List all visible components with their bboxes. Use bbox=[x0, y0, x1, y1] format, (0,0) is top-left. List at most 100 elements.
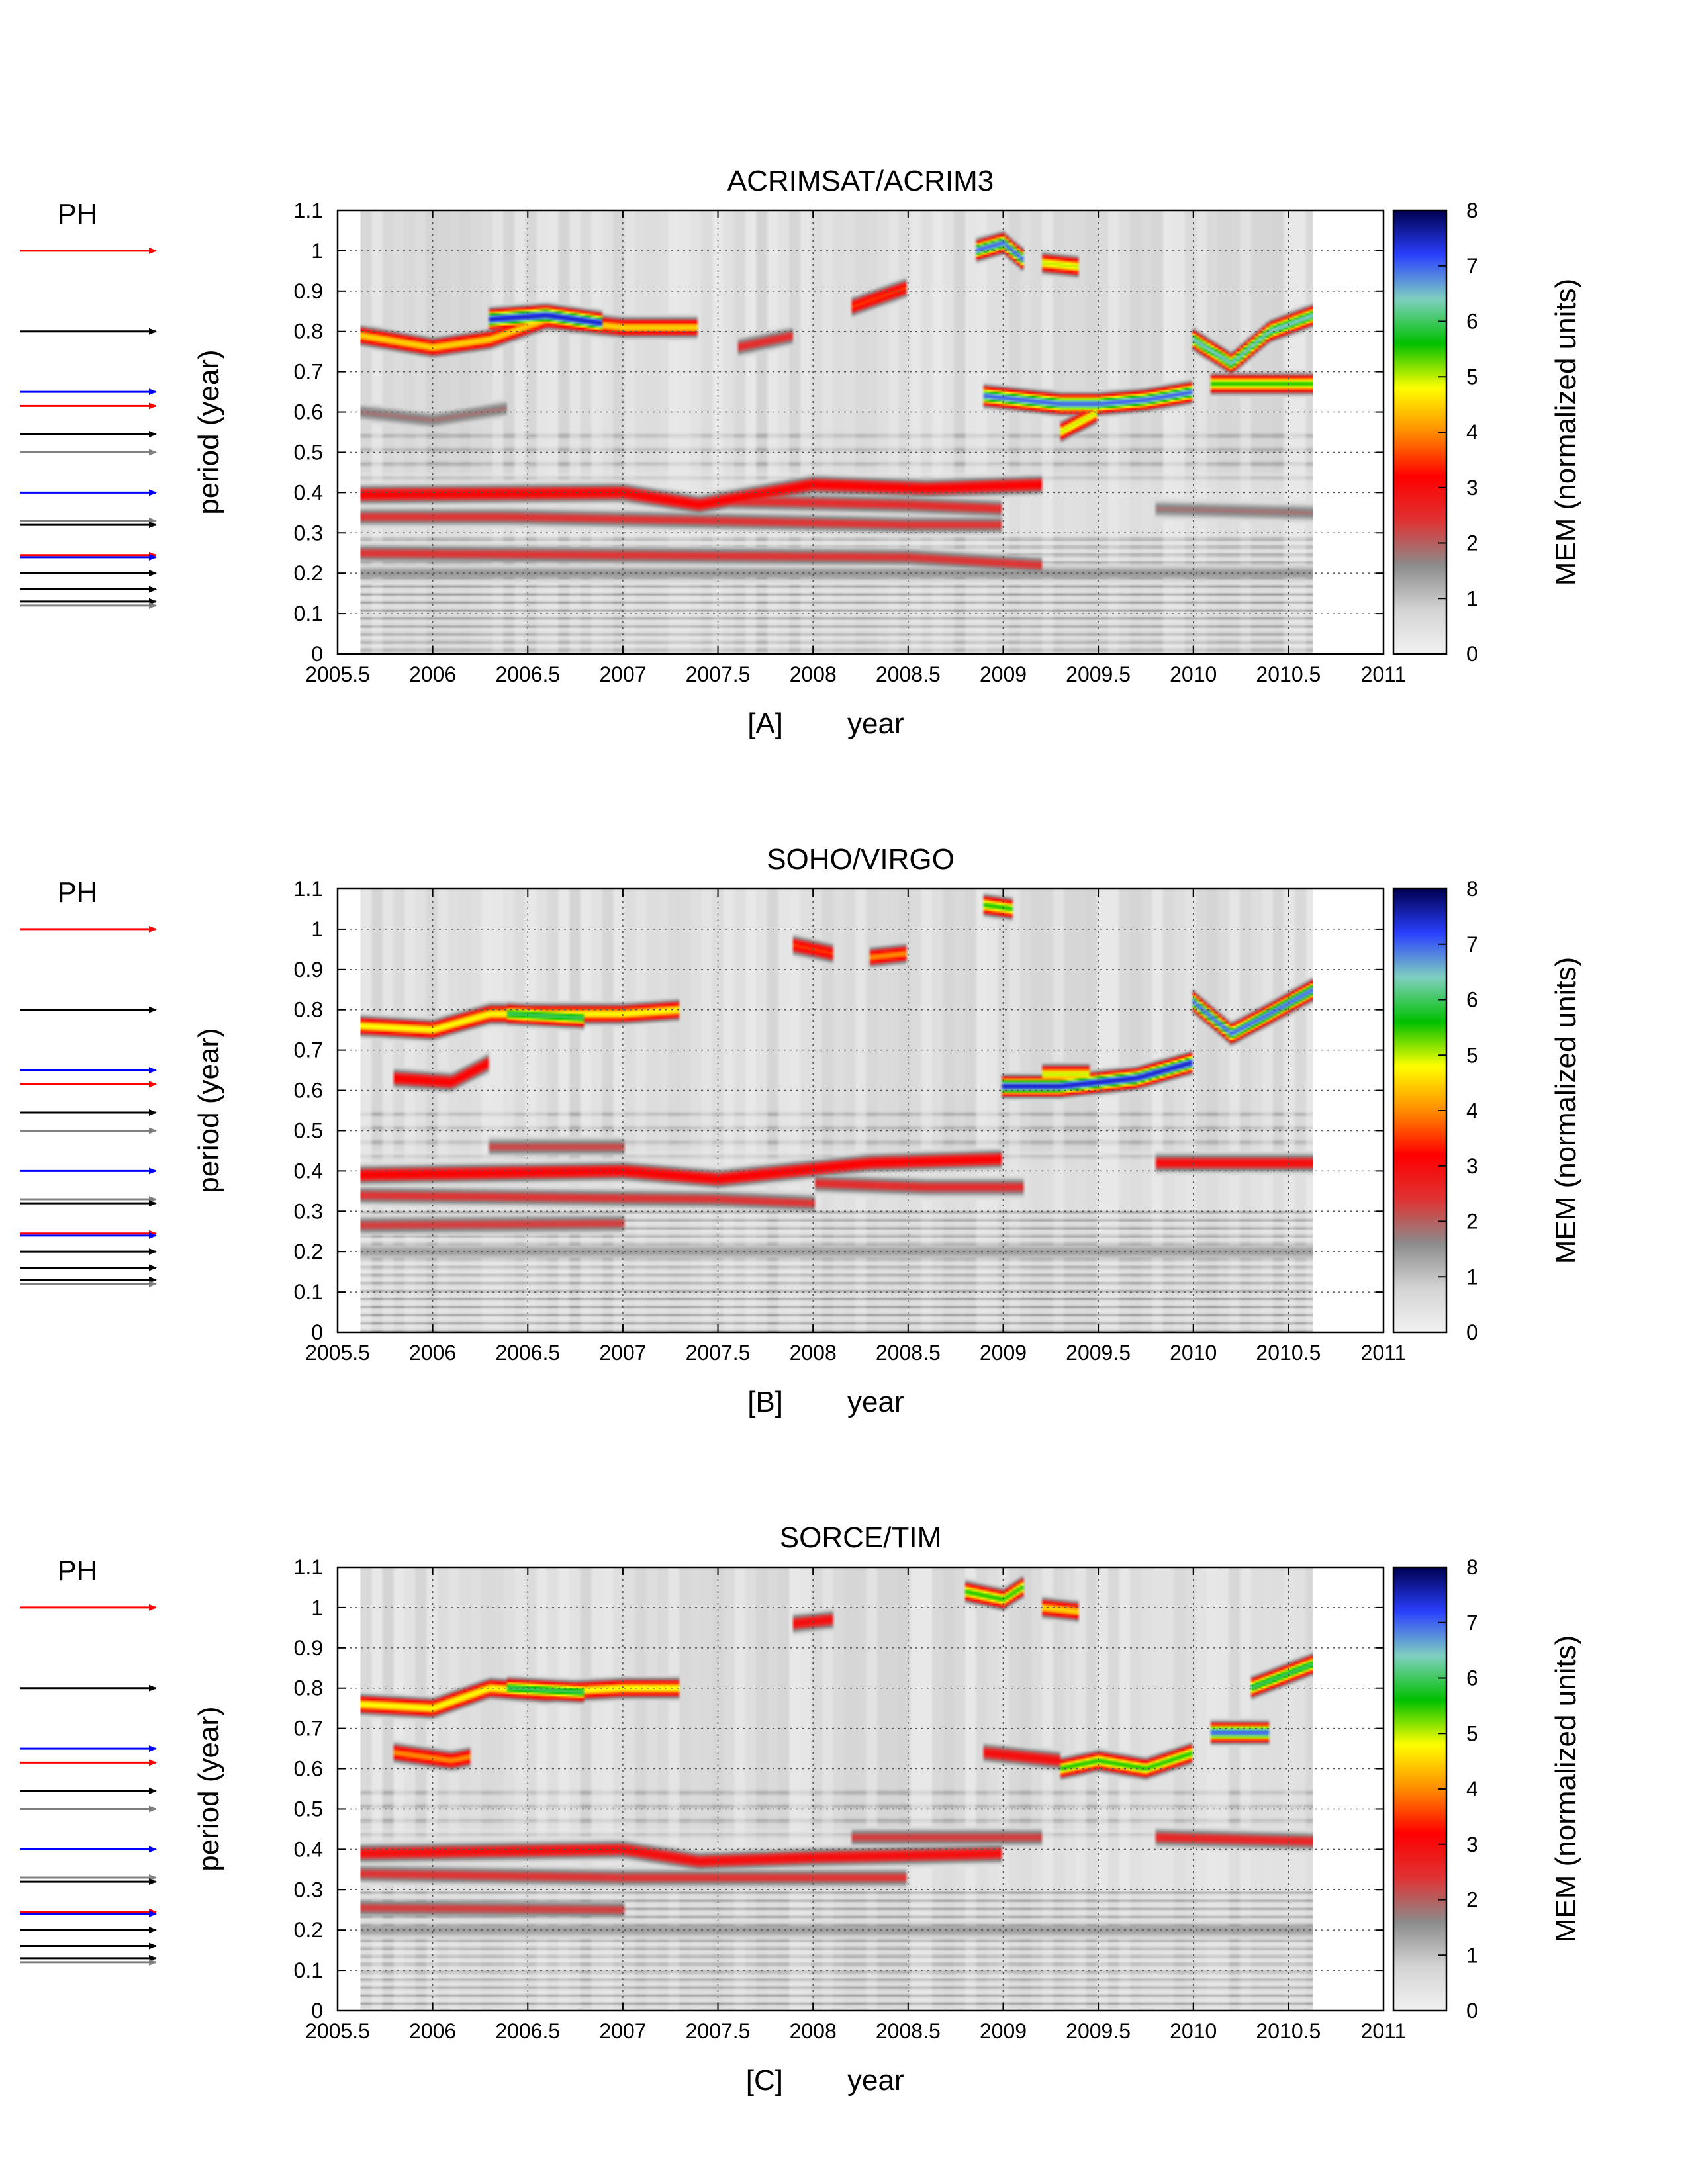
x-axis-label: year bbox=[847, 1386, 904, 1418]
colorbar-tick-label: 6 bbox=[1466, 1666, 1478, 1690]
x-tick-label: 2008 bbox=[790, 1341, 837, 1365]
colorbar-tick-label: 2 bbox=[1466, 531, 1478, 555]
heatmap bbox=[360, 210, 1313, 654]
colorbar-tick-label: 8 bbox=[1466, 199, 1478, 222]
colorbar bbox=[1393, 210, 1446, 654]
x-tick-label: 2006 bbox=[409, 2019, 456, 2043]
chart-title: SOHO/VIRGO bbox=[767, 843, 955, 876]
colorbar-tick-label: 5 bbox=[1466, 1721, 1478, 1745]
y-tick-label: 0.8 bbox=[294, 1676, 323, 1700]
colorbar-tick-label: 0 bbox=[1466, 1999, 1478, 2023]
x-tick-label: 2008.5 bbox=[876, 2019, 941, 2043]
y-tick-label: 1.1 bbox=[294, 1555, 323, 1579]
grid bbox=[338, 210, 1383, 654]
colorbar-tick-label: 1 bbox=[1466, 1943, 1478, 1967]
x-tick-label: 2008 bbox=[790, 2019, 837, 2043]
x-tick-label: 2009.5 bbox=[1066, 662, 1131, 686]
y-tick-label: 0.4 bbox=[294, 480, 323, 504]
x-tick-label: 2006.5 bbox=[495, 2019, 560, 2043]
y-tick-label: 0.9 bbox=[294, 279, 323, 303]
colorbar-tick-label: 7 bbox=[1466, 254, 1478, 278]
colorbar-tick-label: 6 bbox=[1466, 310, 1478, 334]
y-tick-label: 0 bbox=[311, 1320, 323, 1344]
y-tick-label: 1.1 bbox=[294, 199, 323, 222]
y-tick-label: 0 bbox=[311, 642, 323, 666]
colorbar bbox=[1393, 889, 1446, 1332]
y-tick-label: 1 bbox=[311, 1596, 323, 1619]
x-tick-label: 2006 bbox=[409, 662, 456, 686]
x-tick-label: 2010 bbox=[1170, 2019, 1217, 2043]
x-tick-label: 2010.5 bbox=[1256, 2019, 1321, 2043]
y-tick-label: 0.4 bbox=[294, 1837, 323, 1861]
x-tick-label: 2009 bbox=[980, 1341, 1027, 1365]
colorbar-label: MEM (normalized units) bbox=[1550, 279, 1582, 586]
x-tick-label: 2005.5 bbox=[305, 662, 370, 686]
y-tick-label: 0.2 bbox=[294, 1240, 323, 1263]
colorbar-tick-label: 0 bbox=[1466, 642, 1478, 666]
colorbar-tick-label: 1 bbox=[1466, 586, 1478, 610]
x-tick-label: 2011 bbox=[1361, 2019, 1407, 2043]
heatmap bbox=[360, 1567, 1313, 2011]
colorbar-tick-label: 5 bbox=[1466, 365, 1478, 388]
grid bbox=[338, 889, 1383, 1332]
y-tick-label: 1.1 bbox=[294, 877, 323, 901]
x-tick-label: 2006 bbox=[409, 1341, 456, 1365]
y-axis-label: period (year) bbox=[193, 349, 225, 514]
y-tick-label: 0.9 bbox=[294, 1636, 323, 1660]
plot-frame bbox=[336, 209, 1385, 655]
x-tick-label: 2011 bbox=[1361, 662, 1407, 686]
panel-label: [C] bbox=[746, 2064, 783, 2097]
x-tick-label: 2008 bbox=[790, 662, 837, 686]
x-axis-label: year bbox=[847, 707, 904, 740]
y-tick-label: 1 bbox=[311, 917, 323, 941]
y-tick-label: 1 bbox=[311, 239, 323, 263]
panel-label: [B] bbox=[747, 1386, 783, 1418]
colorbar-tick-label: 3 bbox=[1466, 1833, 1478, 1856]
colorbar-tick-label: 3 bbox=[1466, 476, 1478, 500]
y-tick-label: 0.2 bbox=[294, 561, 323, 585]
y-axis-label: period (year) bbox=[193, 1028, 225, 1193]
colorbar bbox=[1393, 1567, 1446, 2011]
x-tick-label: 2007 bbox=[599, 1341, 646, 1365]
x-tick-label: 2008.5 bbox=[876, 662, 941, 686]
colorbar-tick-label: 7 bbox=[1466, 933, 1478, 956]
y-tick-label: 0.3 bbox=[294, 1199, 323, 1223]
y-tick-label: 0.3 bbox=[294, 521, 323, 545]
y-tick-label: 0.3 bbox=[294, 1878, 323, 1901]
y-tick-label: 0.5 bbox=[294, 1797, 323, 1821]
x-tick-label: 2009 bbox=[980, 662, 1027, 686]
y-tick-label: 0.9 bbox=[294, 958, 323, 981]
ph-label: PH bbox=[57, 1555, 97, 1587]
y-tick-label: 0.7 bbox=[294, 1038, 323, 1062]
y-tick-label: 0.2 bbox=[294, 1918, 323, 1942]
colorbar-tick-label: 4 bbox=[1466, 1777, 1478, 1801]
x-tick-label: 2010 bbox=[1170, 662, 1217, 686]
plot-frame bbox=[336, 887, 1385, 1334]
x-tick-label: 2009.5 bbox=[1066, 2019, 1131, 2043]
panel-label: [A] bbox=[747, 707, 783, 740]
y-tick-label: 0.4 bbox=[294, 1159, 323, 1183]
chart-title: SORCE/TIM bbox=[780, 1522, 941, 1554]
y-tick-label: 0.8 bbox=[294, 998, 323, 1022]
x-tick-label: 2010.5 bbox=[1256, 1341, 1321, 1365]
colorbar-tick-label: 4 bbox=[1466, 1099, 1478, 1122]
x-tick-label: 2007.5 bbox=[686, 662, 751, 686]
x-tick-label: 2010.5 bbox=[1256, 662, 1321, 686]
colorbar-tick-label: 4 bbox=[1466, 420, 1478, 444]
y-tick-label: 0.7 bbox=[294, 1717, 323, 1741]
colorbar-tick-label: 8 bbox=[1466, 1555, 1478, 1579]
y-tick-label: 0.1 bbox=[294, 602, 323, 625]
x-tick-label: 2005.5 bbox=[305, 1341, 370, 1365]
chart-title: ACRIMSAT/ACRIM3 bbox=[727, 165, 994, 197]
colorbar-label: MEM (normalized units) bbox=[1550, 1635, 1582, 1943]
colorbar-tick-label: 8 bbox=[1466, 877, 1478, 901]
colorbar-tick-label: 2 bbox=[1466, 1210, 1478, 1234]
x-tick-label: 2007.5 bbox=[686, 2019, 751, 2043]
y-tick-label: 0.6 bbox=[294, 1757, 323, 1781]
x-axis-label: year bbox=[847, 2064, 904, 2097]
y-tick-label: 0.1 bbox=[294, 1280, 323, 1304]
ph-label: PH bbox=[57, 198, 97, 230]
